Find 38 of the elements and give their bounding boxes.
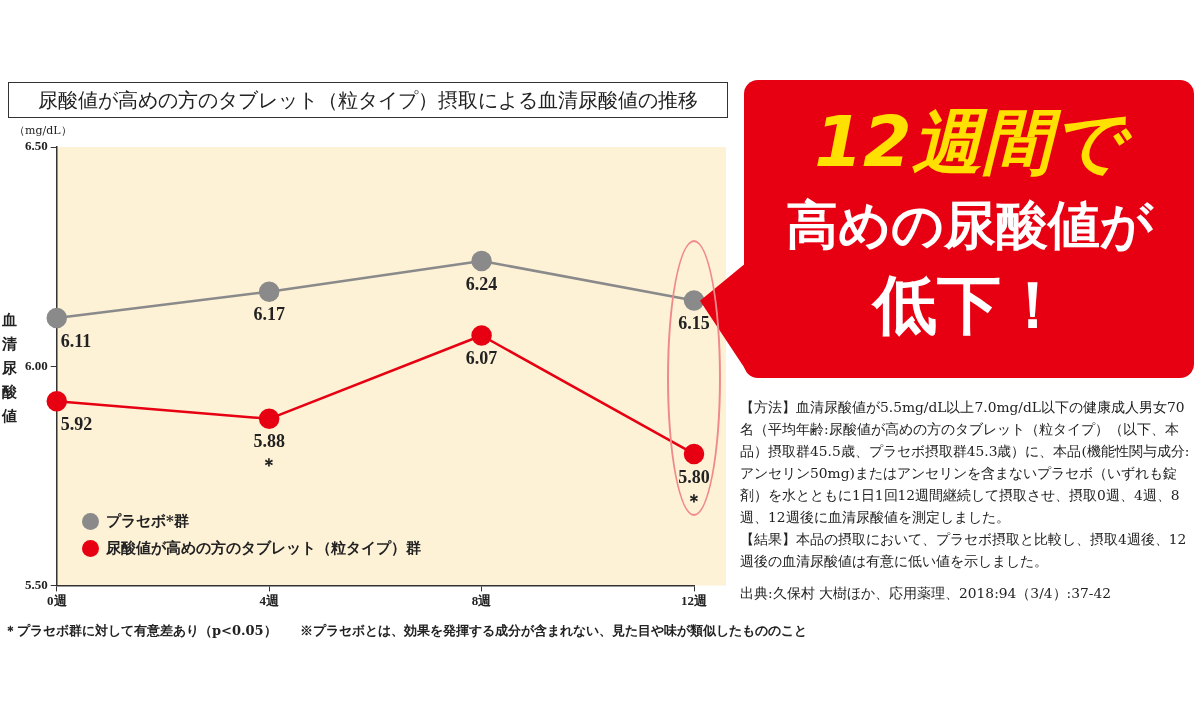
legend-label: 尿酸値が高めの方のタブレット（粒タイプ）群: [106, 539, 421, 558]
point: [683, 290, 705, 311]
text: 低下！: [870, 267, 1066, 344]
text: 高めの尿酸値が: [784, 194, 1155, 257]
point: [471, 325, 492, 346]
y-tick-label: 6.50: [25, 138, 48, 154]
point: [46, 307, 67, 329]
point: [471, 250, 492, 272]
point: [46, 391, 67, 412]
x-tick-label: 0週: [47, 592, 68, 608]
data-label: 6.11: [60, 330, 92, 351]
data-label: 5.80: [678, 466, 710, 487]
x-tick-label: 4週: [259, 592, 280, 608]
annotation: ＊: [685, 489, 703, 511]
annotation: ＊: [260, 454, 279, 476]
y-axis-title: 血清尿酸値: [1, 310, 17, 427]
text: ＊プラセボ群に対して有意差あり（p<0.05）: [4, 622, 277, 640]
point: [683, 443, 705, 465]
legend-label: プラセボ*群: [106, 512, 189, 531]
data-label: 6.07: [465, 348, 498, 369]
x-tick-label: 12週: [681, 592, 708, 608]
data-label: 6.17: [253, 304, 285, 325]
point: [258, 281, 280, 302]
text: ※プラセボとは、効果を発揮する成分が含まれない、見た目や味が類似したもののこと: [300, 622, 807, 640]
source-note: 出典:久保村 大樹ほか、応用薬理、2018:94（3/4）:37-42: [740, 584, 1112, 603]
chart-title: 尿酸値が高めの方のタブレット（粒タイプ）摂取による血清尿酸値の推移: [8, 82, 728, 118]
data-label: 5.92: [60, 413, 93, 434]
y-tick-label: 6.00: [25, 357, 48, 373]
y-tick-label: 5.50: [25, 576, 48, 592]
data-label: 6.24: [465, 273, 498, 294]
text: （mg/dL）: [14, 123, 72, 138]
text: 【方法】血清尿酸値が5.5mg/dL以上7.0mg/dL以下の健康成人男女70名（平均年齢:尿酸値が高めの方のタブレット（粒タイプ）（以下、本品）摂取群45.5歳、プラセボ摂取群45.3歳）に、本品(機能性関与成分:アンセリン50mg)またはアンセリンを含まないプラセボ（いずれも錠剤）を水とともに1日1回12週間継続して摂取させ、摂取0週、4週、8週、12週後に血清尿酸値を測定しました。: [740, 398, 1191, 527]
data-label: 5.88: [253, 431, 285, 452]
data-label: 6.15: [678, 313, 710, 334]
text: 【結果】本品の摂取において、プラセボ摂取と比較し、摂取4週後、12週後の血清尿酸値は有意に低い値を示しました。: [740, 530, 1188, 571]
x-tick-label: 8週: [471, 592, 493, 608]
text: 12週間で: [813, 100, 1133, 185]
point: [258, 408, 280, 430]
